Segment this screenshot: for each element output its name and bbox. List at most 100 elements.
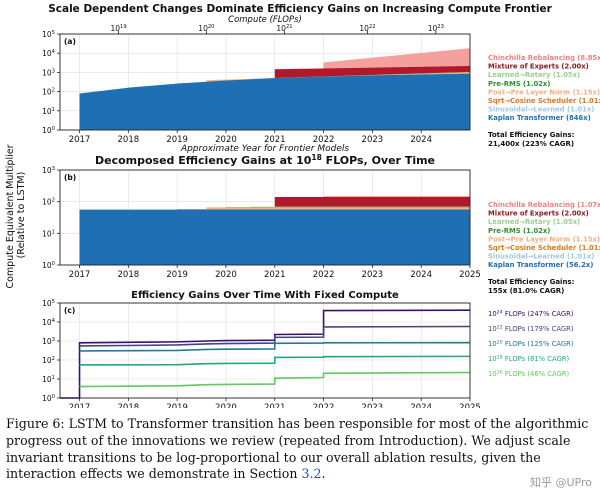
shared-ylabel-line2: (Relative to LSTM) (16, 172, 27, 259)
panel-c-ytick-label-base: 10 (42, 299, 52, 308)
panel-c-ytick-label: 103 (42, 337, 55, 346)
panel-a-top-tick-label-exp: 19 (120, 24, 127, 30)
panel-c-legend-item-base: 10 (488, 325, 497, 333)
panel-c-ytick-label: 101 (42, 375, 55, 384)
panel-b-ytick-label-base: 10 (42, 166, 52, 175)
panel-b-title-suffix: FLOPs, Over Time (322, 154, 435, 167)
panel-c-legend-item-base: 10 (488, 355, 497, 363)
panel-a-ytick-label: 103 (42, 68, 55, 77)
panel-a-xtick-label: 2020 (215, 135, 237, 145)
panel-c-ytick-label-exp: 3 (52, 337, 55, 343)
panel-c-legend-item-rest: FLOPs (46% CAGR) (503, 370, 570, 378)
panel-b-total-value: 155x (81.0% CAGR) (488, 287, 564, 295)
panel-b-xtick-label: 2025 (459, 270, 481, 280)
panel-c-legend-item: 1022 FLOPs (179% CAGR) (488, 324, 574, 333)
panel-a-top-tick-label: 1020 (198, 24, 214, 33)
panel-b-legend-item: Learned→Rotary (1.05x) (488, 218, 580, 226)
panel-c-xtick-label: 2018 (118, 403, 140, 408)
panel-c-ytick-label-exp: 1 (52, 375, 55, 381)
panel-b-ytick-label-base: 10 (42, 229, 52, 238)
panel-a-top-axis-label: Compute (FLOPs) (228, 15, 302, 25)
panel-a-ytick-label-base: 10 (42, 126, 52, 135)
figure: Compute Equivalent Multiplier (Relative … (5, 3, 600, 408)
panel-c-legend-item-base: 10 (488, 310, 497, 318)
panel-a-ytick-label: 102 (42, 88, 55, 97)
panel-c-series-line (79, 341, 471, 352)
panel-b-ytick-label: 102 (42, 198, 55, 207)
panel-b-ytick-label: 101 (42, 229, 55, 238)
panel-c-series-line (79, 355, 471, 366)
panel-a-legend-item: Kaplan Transformer (846x) (488, 114, 591, 122)
panel-a-xlabel: Approximate Year for Frontier Models (180, 144, 349, 154)
panel-c-legend-item-exp: 16 (497, 369, 503, 375)
panel-b-ytick-label: 103 (42, 166, 55, 175)
panel-a-top-tick-label-base: 10 (110, 24, 120, 33)
panel-b-legend-item: Sqrt→Cosine Scheduler (1.01x) (488, 244, 600, 252)
panel-b-label: (b) (64, 173, 76, 182)
panel-c-ytick-label: 100 (42, 394, 55, 403)
panel-c-legend-item-exp: 18 (497, 354, 503, 360)
panel-b-plot-border (59, 169, 471, 266)
panel-b-ytick-label-base: 10 (42, 261, 52, 270)
panel-c-ytick-label: 104 (42, 318, 56, 327)
panel-c-ytick-label-base: 10 (42, 356, 52, 365)
panel-b-title-base: 10 (296, 154, 312, 167)
panel-c-ytick-label-base: 10 (42, 375, 52, 384)
panel-b-xtick-label: 2023 (362, 270, 384, 280)
panel-a-top-tick-label-base: 10 (428, 24, 438, 33)
panel-c-series-line (79, 325, 471, 347)
panel-c-legend-item-rest: FLOPs (81% CAGR) (503, 355, 570, 363)
panel-c-legend-item: 1018 FLOPs (81% CAGR) (488, 354, 570, 363)
panel-c-ytick-label-exp: 0 (52, 394, 55, 400)
panel-c-label: (c) (64, 306, 75, 315)
panel-a-chart: Scale Dependent Changes Dominate Efficie… (42, 3, 600, 154)
panel-b-title-prefix: Decomposed Efficiency Gains at (95, 154, 296, 167)
panel-a-top-tick-label-base: 10 (359, 24, 369, 33)
panel-b-title-exp: 18 (311, 153, 321, 162)
panel-c-ytick-label: 105 (42, 299, 55, 308)
panel-a-title: Scale Dependent Changes Dominate Efficie… (48, 3, 552, 15)
panel-c-ytick-label-base: 10 (42, 318, 52, 327)
caption-section-link[interactable]: 3.2 (301, 466, 322, 482)
panel-c-legend-item-rest: FLOPs (125% CAGR) (503, 340, 574, 348)
panel-a-legend-item: Sinusoidal→Learned (1.01x) (488, 106, 594, 114)
panel-c-legend-item: 1024 FLOPs (247% CAGR) (488, 309, 574, 318)
panel-a-ytick-label-exp: 2 (52, 88, 55, 94)
shared-ylabel: Compute Equivalent Multiplier (Relative … (5, 141, 27, 288)
panel-a-total-label: Total Efficiency Gains: (488, 131, 575, 139)
panel-a-ytick-label-base: 10 (42, 68, 52, 77)
panel-a-legend-item: Post→Pre Layer Norm (1.15x) (488, 88, 600, 96)
panel-c-xtick-label: 2023 (362, 403, 384, 408)
panel-a-ytick-label-base: 10 (42, 107, 52, 116)
panel-c-ytick-label-base: 10 (42, 394, 52, 403)
caption-end: . (321, 466, 326, 482)
panel-b-legend-item: Pre-RMS (1.02x) (488, 227, 550, 235)
panel-c-legend-item-rest: FLOPs (247% CAGR) (503, 310, 574, 318)
panel-b-ytick-label-exp: 1 (52, 229, 55, 235)
panel-a-ytick-label-exp: 1 (52, 107, 55, 113)
panel-c-plot-border (59, 302, 471, 399)
panel-c-xtick-label: 2020 (215, 403, 237, 408)
panel-c-xtick-label: 2025 (459, 403, 481, 408)
panel-a-xtick-label: 2018 (118, 135, 140, 145)
panel-a-area-kaplan-transformer (79, 73, 471, 130)
panel-a-ytick-label: 101 (42, 107, 55, 116)
panel-b-ytick-label-exp: 2 (52, 198, 55, 204)
panel-a-ytick-label-base: 10 (42, 49, 52, 58)
panel-c-xtick-label: 2024 (410, 403, 432, 408)
panel-b-legend-item: Mixture of Experts (2.00x) (488, 210, 589, 218)
panel-a-legend-item: Mixture of Experts (2.00x) (488, 63, 589, 71)
panel-b-legend-item: Kaplan Transformer (56.2x) (488, 261, 593, 269)
watermark: 知乎 @UPro (530, 476, 592, 489)
panel-c-xtick-label: 2019 (166, 403, 188, 408)
panel-c-ytick-label-base: 10 (42, 337, 52, 346)
panel-a-xtick-label: 2024 (410, 135, 432, 145)
panel-b-xtick-label: 2022 (313, 270, 335, 280)
panel-a-top-tick-label-base: 10 (276, 24, 286, 33)
panel-a-top-tick-label: 1021 (276, 24, 292, 33)
panel-a-top-tick-label-exp: 21 (286, 24, 293, 30)
shared-ylabel-line1: Compute Equivalent Multiplier (5, 144, 16, 288)
panel-a-ytick-label-exp: 0 (52, 126, 55, 132)
panel-b-legend-item: Post→Pre Layer Norm (1.15x) (488, 235, 600, 243)
panel-a-ytick-label: 100 (42, 126, 55, 135)
